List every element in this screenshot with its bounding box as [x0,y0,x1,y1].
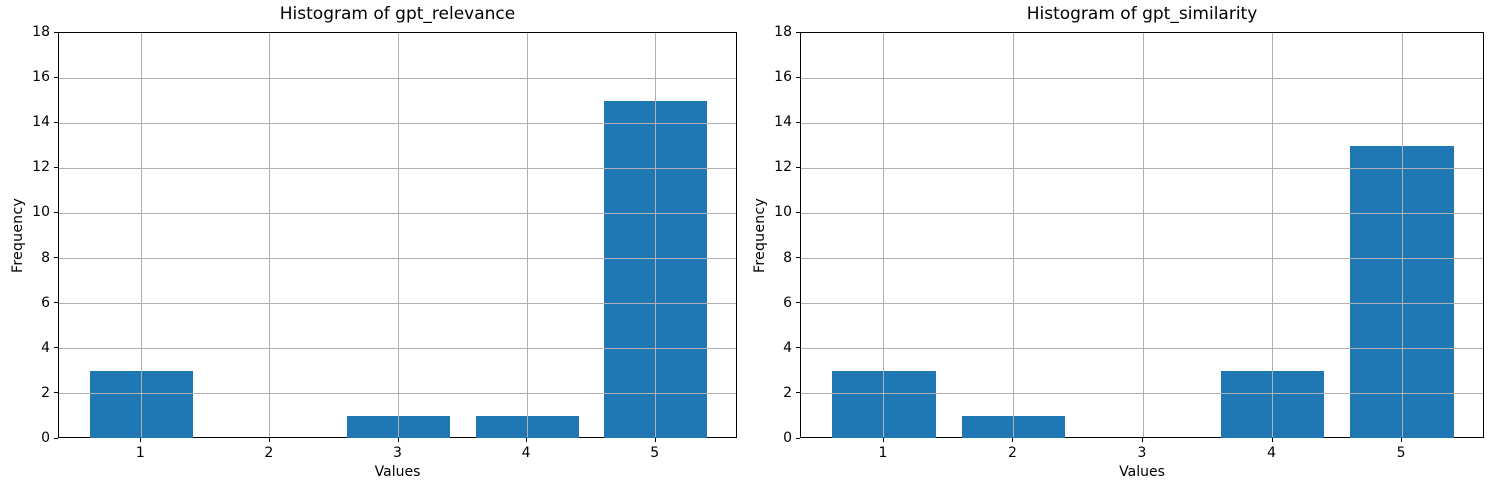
y-gridline [59,393,736,395]
y-tick-mark [796,302,800,304]
x-gridline [883,33,885,437]
y-tick-mark [796,257,800,259]
y-tick-label: 10 [32,204,50,221]
y-gridline [801,212,1483,214]
x-gridline [269,33,271,437]
y-tick-mark [54,347,58,349]
y-tick-label: 6 [783,294,792,311]
y-tick-mark [796,211,800,213]
y-tick-label: 14 [32,114,50,131]
x-tick-label: 2 [264,445,274,461]
y-tick-mark [54,302,58,304]
chart-title: Histogram of gpt_similarity [1026,4,1258,24]
y-tick-mark [796,347,800,349]
x-gridline [140,33,142,437]
x-gridline [1272,33,1274,437]
y-tick-mark [796,121,800,123]
y-gridline [801,393,1483,395]
x-gridline [1401,33,1403,437]
x-tick-mark [526,438,528,442]
y-tick-label: 18 [32,24,50,40]
y-tick-mark [796,31,800,33]
y-tick-label: 0 [783,430,792,446]
y-tick-mark [54,31,58,33]
y-gridline [59,258,736,260]
y-tick-label: 6 [41,294,50,311]
x-gridline [526,33,528,437]
y-tick-label: 0 [41,430,50,446]
x-gridline [1142,33,1144,437]
x-tick-mark [1401,438,1403,442]
y-tick-label: 4 [783,339,792,356]
x-tick-mark [1142,438,1143,442]
y-tick-label: 4 [41,339,50,356]
y-gridline [59,212,736,214]
y-gridline [59,348,736,350]
x-tick-label: 1 [135,445,145,461]
y-tick-mark [796,166,800,168]
x-tick-mark [654,438,656,442]
x-axis-label: Values [374,464,421,480]
y-gridline [59,303,736,305]
y-tick-label: 16 [32,69,50,86]
y-tick-label: 18 [774,24,792,40]
x-gridline [1012,33,1014,437]
y-gridline [801,122,1483,124]
x-tick-label: 4 [1267,445,1276,461]
y-tick-mark [796,392,800,394]
y-tick-mark [54,257,58,259]
y-tick-label: 2 [41,384,50,401]
x-tick-mark [397,438,399,442]
y-gridline [59,77,736,79]
y-tick-mark [54,392,58,394]
y-tick-mark [54,121,58,123]
x-tick-mark [1012,438,1014,442]
y-gridline [801,77,1483,79]
chart-title: Histogram of gpt_relevance [279,4,516,24]
x-tick-label: 3 [393,445,402,461]
y-gridline [801,167,1483,169]
y-tick-label: 2 [783,384,792,401]
x-tick-label: 3 [1137,445,1147,461]
y-tick-label: 14 [774,114,792,131]
x-tick-label: 4 [521,445,531,461]
y-gridline [59,167,736,169]
y-gridline [59,122,736,124]
y-tick-label: 8 [41,249,50,266]
y-tick-mark [796,76,800,78]
x-tick-mark [140,438,142,442]
y-tick-label: 8 [783,249,792,266]
y-axis-label: Frequency [752,197,768,273]
x-tick-label: 5 [650,445,660,461]
y-tick-mark [54,76,58,78]
x-axis-label: Values [1119,464,1165,480]
y-tick-label: 12 [774,159,792,176]
x-tick-label: 1 [878,445,888,461]
y-tick-mark [54,437,58,439]
y-tick-mark [796,437,800,439]
x-tick-mark [882,438,884,442]
y-gridline [801,258,1483,260]
y-gridline [801,303,1483,305]
x-gridline [655,33,657,437]
y-tick-mark [54,166,58,168]
x-tick-mark [268,438,270,442]
plot-area [58,32,737,438]
y-tick-label: 12 [32,159,50,176]
x-tick-label: 2 [1007,445,1017,461]
x-gridline [398,33,399,437]
y-tick-mark [54,211,58,213]
x-tick-label: 5 [1396,445,1406,461]
y-gridline [801,348,1483,350]
y-tick-label: 10 [774,204,792,221]
y-tick-label: 16 [774,69,792,86]
plot-area [800,32,1484,438]
x-tick-mark [1271,438,1273,442]
